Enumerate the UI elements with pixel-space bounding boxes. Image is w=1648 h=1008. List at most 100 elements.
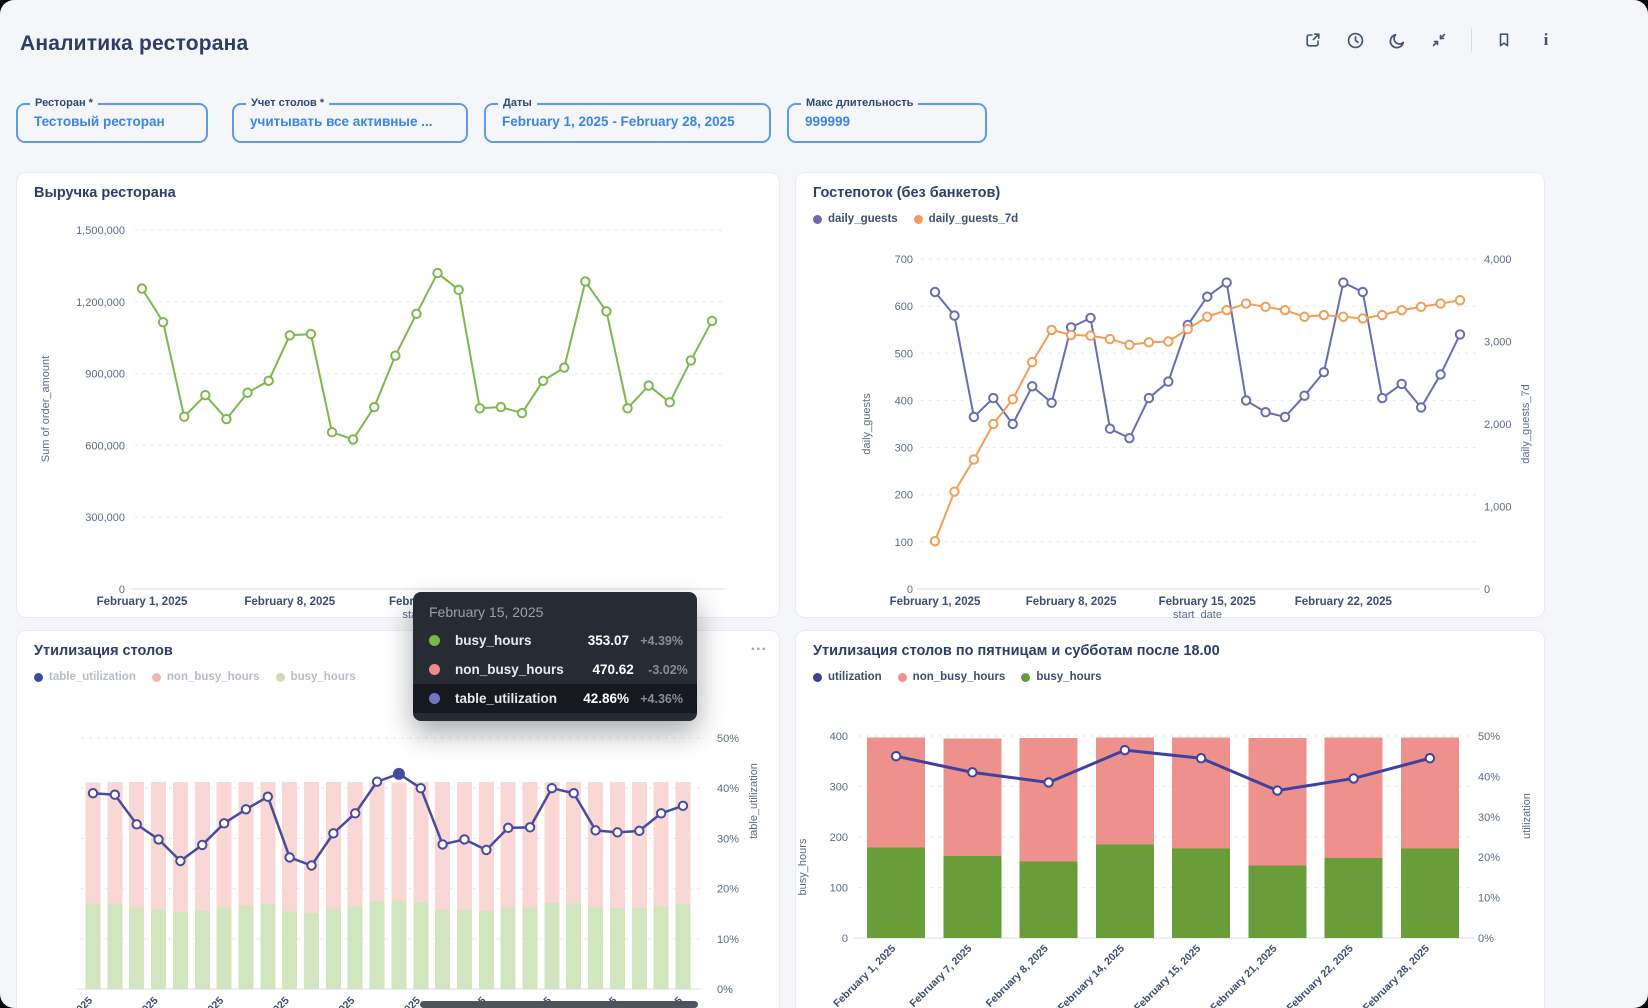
svg-text:February 1, 2025: February 1, 2025 — [97, 596, 188, 608]
bookmark-icon[interactable] — [1494, 30, 1514, 50]
legend-item-daily_guests[interactable]: daily_guests — [813, 213, 898, 225]
svg-text:10%: 10% — [717, 934, 739, 946]
svg-text:1,200,000: 1,200,000 — [76, 297, 125, 309]
guest-flow-chart-title: Гостепоток (без банкетов) — [813, 185, 1001, 201]
page-title: Аналитика ресторана — [20, 32, 249, 55]
max-duration-filter-label: Макс длительность — [801, 97, 919, 109]
svg-text:300: 300 — [895, 443, 913, 455]
svg-text:0: 0 — [119, 584, 125, 596]
svg-text:Sum of order_amount: Sum of order_amount — [40, 356, 52, 462]
frisat-utilization-chart[interactable]: 0 100 200 300 400 0% 10% 20% 30% 40% 50% busy_hours… — [796, 631, 1546, 1008]
non_busy_hours-dot-icon — [151, 672, 161, 682]
bar-series[interactable] — [85, 782, 691, 989]
svg-text:300,000: 300,000 — [85, 512, 125, 524]
frisat-utilization-chart-title: Утилизация столов по пятницам и субботам… — [813, 643, 1220, 659]
guest-flow-card: Гостепоток (без банкетов) daily_guests da… — [795, 172, 1546, 619]
svg-text:utilization: utilization — [1521, 793, 1533, 839]
svg-text:0%: 0% — [717, 984, 733, 996]
tooltip-row-busy-hours: busy_hours 353.07 +4.39% — [413, 626, 697, 655]
svg-text:900,000: 900,000 — [85, 369, 125, 381]
history-clock-icon[interactable] — [1345, 30, 1365, 50]
max-duration-filter-value: 999999 — [805, 114, 851, 129]
legend-item-non_busy_hours[interactable]: non_busy_hours — [897, 671, 1005, 683]
table_utilization-dot-icon — [34, 672, 43, 682]
tooltip-date: February 15, 2025 — [429, 604, 544, 620]
svg-text:40%: 40% — [717, 783, 739, 795]
table-accounting-filter-label: Учет столов * — [246, 97, 330, 109]
line-series[interactable] — [87, 767, 689, 871]
svg-text:100: 100 — [895, 537, 913, 549]
svg-text:100: 100 — [830, 883, 848, 895]
dark-mode-moon-icon[interactable] — [1387, 30, 1407, 50]
svg-text:February 22, 2025: February 22, 2025 — [1285, 943, 1356, 1008]
utilization-dot-icon — [813, 672, 822, 682]
svg-text:600: 600 — [895, 301, 913, 313]
svg-text:daily_guests: daily_guests — [861, 393, 873, 455]
svg-text:table_utilization: table_utilization — [748, 763, 760, 839]
non_busy_hours-dot-icon — [897, 672, 907, 682]
line-series[interactable] — [136, 267, 718, 445]
tooltip-row-non-busy-hours: non_busy_hours 470.62 -3.02% — [413, 655, 697, 684]
legend-item-table_utilization[interactable]: table_utilization — [34, 671, 136, 683]
svg-text:400: 400 — [830, 731, 848, 743]
dates-filter[interactable]: Даты February 1, 2025 - February 28, 202… — [484, 97, 771, 143]
svg-text:50%: 50% — [717, 733, 739, 745]
restaurant-filter[interactable]: Ресторан * Тестовый ресторан — [16, 97, 208, 143]
svg-text:February 14, 2025: February 14, 2025 — [1056, 943, 1127, 1008]
svg-text:600,000: 600,000 — [85, 440, 125, 452]
svg-text:start_date: start_date — [1173, 609, 1222, 619]
svg-text:February 15, 2025: February 15, 2025 — [1132, 943, 1203, 1008]
svg-text:3,000: 3,000 — [1484, 337, 1512, 349]
svg-text:40%: 40% — [1478, 771, 1500, 783]
max-duration-filter[interactable]: Макс длительность 999999 — [787, 97, 987, 143]
line-series[interactable] — [929, 277, 1466, 547]
legend-item-non_busy_hours[interactable]: non_busy_hours — [151, 671, 260, 683]
svg-text:30%: 30% — [717, 833, 739, 845]
svg-text:busy_hours: busy_hours — [797, 838, 809, 895]
daily_guests_7d-dot-icon — [913, 214, 923, 224]
svg-text:30%: 30% — [1478, 812, 1500, 824]
legend-item-busy_hours[interactable]: busy_hours — [275, 671, 356, 683]
table-utilization-chart[interactable]: 0% 10% 20% 30% 40% 50% table_utilization Februa… — [17, 631, 781, 1008]
svg-text:200: 200 — [830, 832, 848, 844]
bar-series[interactable] — [867, 737, 1459, 938]
svg-text:daily_guests_7d: daily_guests_7d — [1520, 384, 1532, 464]
busy-hours-dot-icon — [429, 635, 440, 646]
daily_guests-dot-icon — [813, 214, 822, 224]
info-icon[interactable]: i — [1543, 30, 1549, 49]
svg-text:February 16, 2025: February 16, 2025 — [352, 995, 423, 1008]
guest-flow-chart[interactable]: 0 100 200 300 400 500 600 700 0 1,000 2,000 3,000 4,… — [796, 173, 1546, 619]
gridlines — [77, 737, 701, 990]
revenue-chart-title: Выручка ресторана — [34, 185, 176, 201]
legend-item-utilization[interactable]: utilization — [813, 671, 882, 683]
guest-flow-legend: daily_guests daily_guests_7d — [813, 213, 1018, 225]
collapse-icon[interactable] — [1429, 30, 1449, 50]
svg-text:February 13, 2025: February 13, 2025 — [286, 995, 357, 1008]
svg-text:February 28, 2025: February 28, 2025 — [1361, 943, 1432, 1008]
svg-text:300: 300 — [830, 782, 848, 794]
more-menu-icon[interactable]: ... — [750, 637, 767, 654]
svg-text:0: 0 — [842, 933, 848, 945]
revenue-chart[interactable]: 0 300,000 600,000 900,000 1,200,000 1,500,000… — [17, 173, 781, 619]
axis-labels: 0 100 200 300 400 500 600 700 0 1,000 2,000 3,000 4,… — [861, 254, 1532, 619]
legend-item-daily_guests_7d[interactable]: daily_guests_7d — [913, 213, 1018, 225]
svg-text:February 7, 2025: February 7, 2025 — [907, 943, 974, 1008]
svg-text:500: 500 — [895, 348, 913, 360]
horizontal-scrollbar-thumb[interactable] — [420, 1001, 698, 1008]
svg-text:0%: 0% — [1478, 933, 1494, 945]
svg-text:700: 700 — [895, 254, 913, 266]
svg-text:February 7, 2025: February 7, 2025 — [159, 995, 226, 1008]
restaurant-filter-value: Тестовый ресторан — [34, 114, 165, 129]
table-accounting-filter[interactable]: Учет столов * учитывать все активные ... — [232, 97, 468, 143]
svg-text:2,000: 2,000 — [1484, 419, 1512, 431]
restaurant-filter-label: Ресторан * — [30, 97, 98, 109]
line-series[interactable] — [890, 744, 1436, 796]
open-in-new-icon[interactable] — [1303, 30, 1323, 50]
legend-item-busy_hours[interactable]: busy_hours — [1021, 671, 1102, 683]
frisat-utilization-legend: utilization non_busy_hours busy_hours — [813, 671, 1102, 683]
busy_hours-dot-icon — [1021, 672, 1031, 682]
table-utilization-dot-icon — [429, 693, 440, 704]
table-utilization-chart-title: Утилизация столов — [34, 643, 173, 659]
svg-text:February 1, 2025: February 1, 2025 — [28, 995, 95, 1008]
